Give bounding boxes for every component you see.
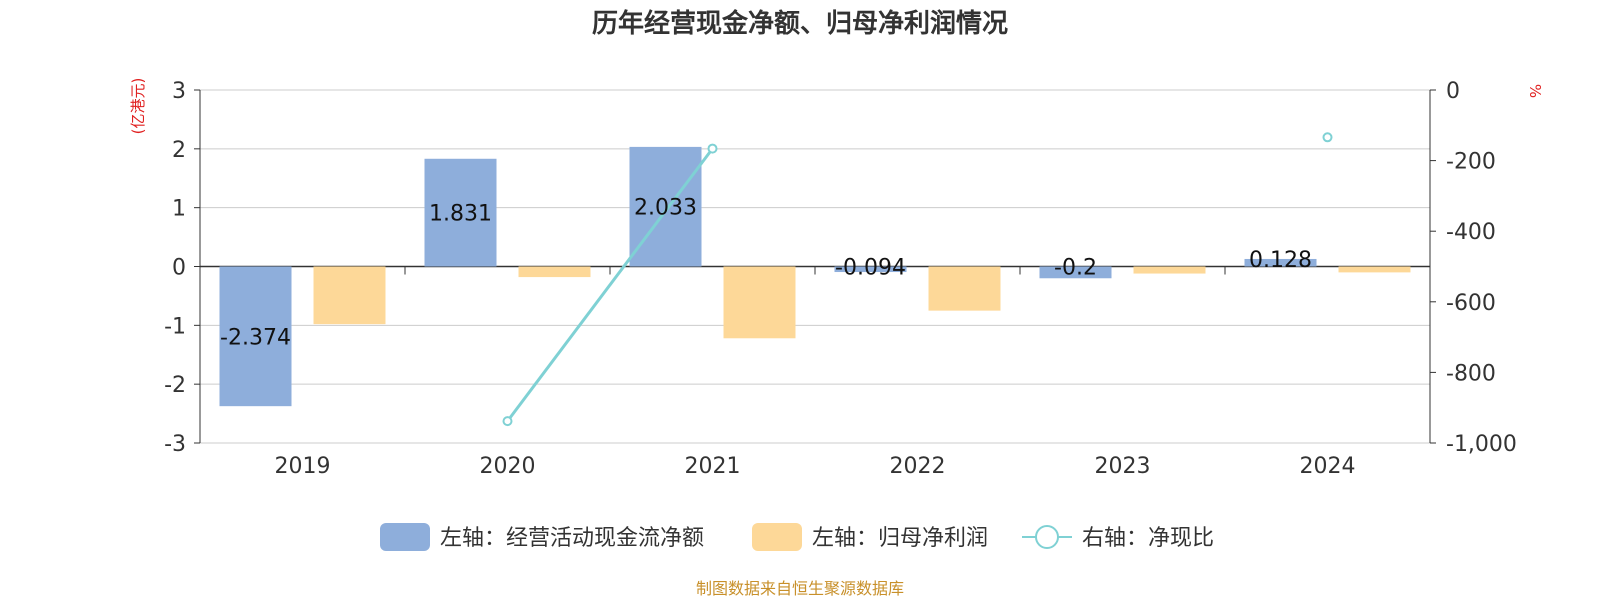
right-axis-tick-label: -800 [1446,361,1496,386]
x-axis-label: 2023 [1095,454,1151,479]
legend-net-profit-swatch [752,523,802,551]
net-profit-bar [723,266,796,339]
left-axis-tick-label: 2 [172,138,186,163]
ratio-point [1322,132,1333,143]
cash-flow-bar [629,146,702,267]
net-profit-bar [518,266,591,278]
cash-flow-bar [1039,266,1112,279]
cash-flow-bar [834,266,907,273]
right-axis-tick-label: -1,000 [1446,432,1517,457]
x-axis-label: 2020 [480,454,536,479]
legend-ratio-label: 右轴：净现比 [1082,526,1214,551]
cash-flow-data-label: -0.2 [1054,256,1097,281]
net-profit-bar [928,266,1001,311]
cash-flow-bar [219,266,292,407]
x-axis-label: 2022 [890,454,946,479]
legend: 左轴：经营活动现金流净额 左轴：归母净利润 右轴：净现比 [380,523,1214,551]
net-profit-bar [1133,266,1206,274]
line-series [502,132,1333,427]
x-axis-label: 2021 [685,454,741,479]
legend-cash-flow-label: 左轴：经营活动现金流净额 [440,526,704,551]
ratio-line-segment [506,147,714,423]
right-axis-unit: % [1526,84,1544,98]
cash-flow-data-label: 0.128 [1249,248,1312,273]
right-axis-tick-label: -200 [1446,150,1496,175]
legend-cash-flow-swatch [380,523,430,551]
right-axis-tick-label: -400 [1446,220,1496,245]
net-profit-bar [313,266,386,325]
data-labels: -2.374 1.831 2.033 -0.094 -0.2 0.128 [220,196,1312,351]
left-axis-tick-label: 3 [172,79,186,104]
ratio-point [502,416,513,427]
cash-flow-bar [1244,258,1317,267]
cash-flow-data-label: -2.374 [220,325,291,350]
left-axis-tick-label: 1 [172,197,186,222]
cash-flow-data-label: 1.831 [429,202,492,227]
net-profit-bar [1338,266,1411,273]
left-axis-tick-label: 0 [172,256,186,281]
axes: 3 2 1 0 -1 -2 -3 0 -200 -400 -600 -800 -1,000 2019 202… [164,79,1517,479]
legend-net-profit-label: 左轴：归母净利润 [812,526,988,551]
legend-ratio-swatch-marker [1035,525,1059,549]
left-axis-tick-label: -2 [164,373,186,398]
right-axis-tick-label: 0 [1446,79,1460,104]
ratio-point [707,143,718,154]
cash-flow-data-label: -0.094 [835,256,906,281]
x-axis-label: 2019 [275,454,331,479]
left-axis-tick-label: -3 [164,432,186,457]
right-axis-tick-label: -600 [1446,291,1496,316]
x-axis-label: 2024 [1300,454,1356,479]
left-axis-unit: (亿港元) [129,78,147,135]
cash-flow-data-label: 2.033 [634,196,697,221]
bar-series [219,146,1411,407]
left-axis-tick-label: -1 [164,314,186,339]
cash-flow-bar [424,158,497,267]
source-note: 制图数据来自恒生聚源数据库 [696,579,904,598]
chart-title: 历年经营现金净额、归母净利润情况 [592,8,1008,39]
